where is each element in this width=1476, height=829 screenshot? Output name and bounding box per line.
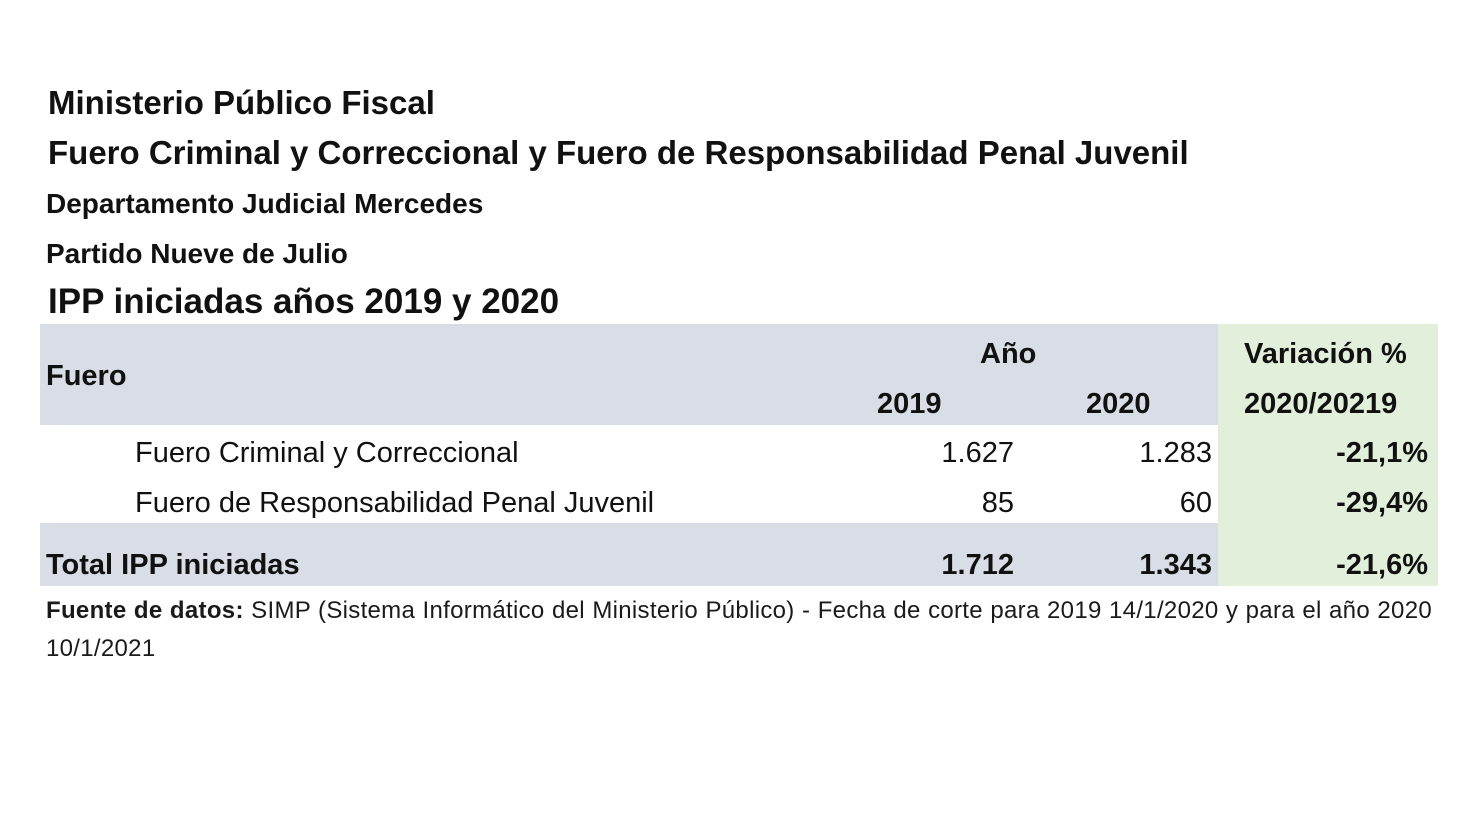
total-variation: -21,6% — [1336, 549, 1428, 581]
total-band — [40, 523, 1218, 586]
column-header-variation-period: 2020/20219 — [1244, 388, 1398, 420]
row-label: Fuero de Responsabilidad Penal Juvenil — [135, 487, 655, 519]
row-value-2020: 60 — [1179, 487, 1212, 519]
row-variation: -29,4% — [1336, 487, 1428, 519]
row-label: Fuero Criminal y Correccional — [135, 437, 519, 469]
column-header-fuero: Fuero — [46, 360, 127, 392]
total-value-2020: 1.343 — [1139, 549, 1212, 581]
source-label: Fuente de datos: — [46, 597, 244, 624]
row-variation: -21,1% — [1336, 437, 1428, 469]
source-text: SIMP (Sistema Informático del Ministerio… — [46, 597, 1432, 662]
table-title: IPP iniciadas años 2019 y 2020 — [48, 282, 560, 321]
department-title: Departamento Judicial Mercedes — [46, 188, 484, 219]
row-value-2019: 85 — [981, 487, 1014, 519]
institution-title: Ministerio Público Fiscal — [48, 84, 435, 121]
total-value-2019: 1.712 — [941, 549, 1014, 581]
column-header-2020: 2020 — [1086, 388, 1151, 420]
column-header-variation: Variación % — [1244, 338, 1407, 370]
row-value-2019: 1.627 — [941, 437, 1014, 469]
jurisdiction-title: Fuero Criminal y Correccional y Fuero de… — [48, 134, 1189, 171]
column-header-anio: Año — [980, 338, 1037, 370]
district-title: Partido Nueve de Julio — [46, 238, 348, 269]
total-label: Total IPP iniciadas — [46, 549, 300, 581]
row-value-2020: 1.283 — [1139, 437, 1212, 469]
header-band — [40, 324, 1218, 425]
variation-column-band — [1218, 324, 1438, 586]
source-note: Fuente de datos: SIMP (Sistema Informáti… — [46, 592, 1432, 668]
column-header-2019: 2019 — [877, 388, 942, 420]
